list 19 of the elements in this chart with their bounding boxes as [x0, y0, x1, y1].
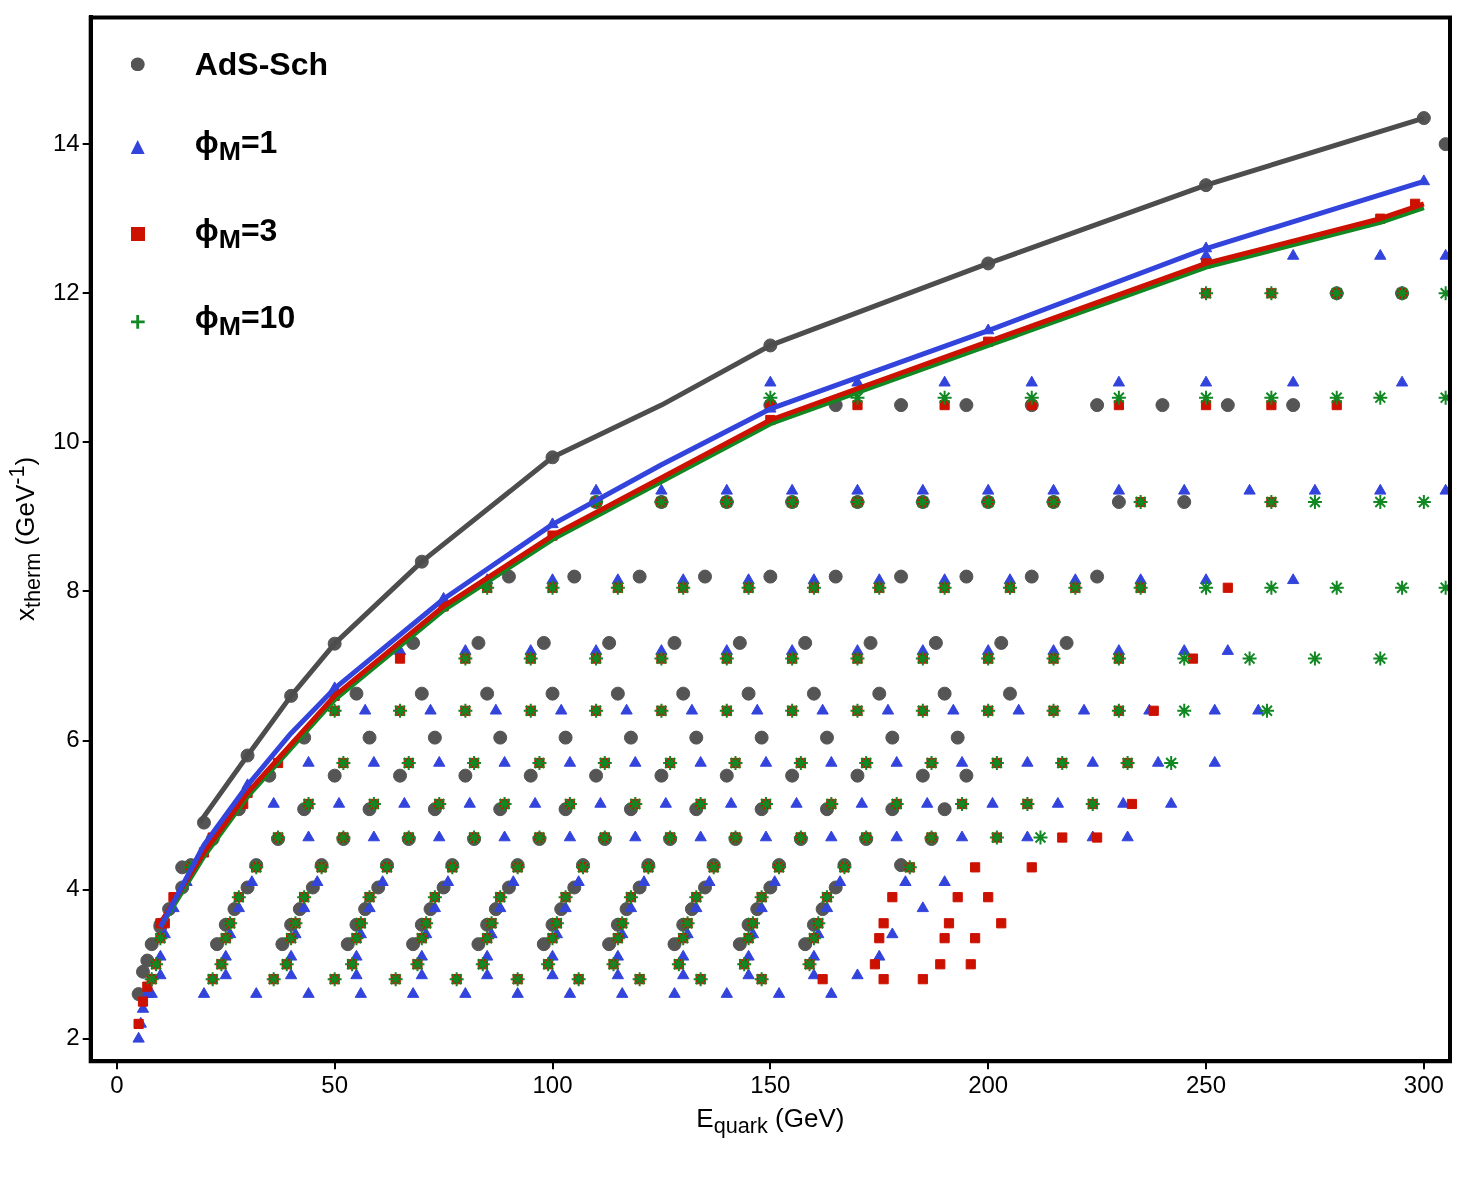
- legend-label: ϕ$_{M}$=3: [194, 210, 278, 257]
- x-axis-title: E$_{quark}$ (GeV): [696, 1103, 845, 1140]
- x-tick-label: 200: [968, 1071, 1009, 1099]
- x-tick-label: 100: [532, 1071, 573, 1099]
- y-tick-label: 10: [52, 427, 80, 454]
- legend-label: AdS-Sch: [194, 45, 329, 85]
- x-tick-label: 300: [1403, 1071, 1444, 1099]
- x-tick-label: 250: [1186, 1071, 1227, 1099]
- legend-label: ϕ$_{M}$=1: [194, 123, 278, 169]
- legend-label: ϕ$_{M}$=10: [194, 298, 296, 344]
- x-tick-label: 150: [750, 1071, 791, 1099]
- x-tick-label: 50: [321, 1071, 349, 1099]
- y-tick-label: 14: [52, 128, 80, 156]
- y-tick-label: 2: [66, 1023, 80, 1051]
- x-tick-label: 0: [110, 1071, 124, 1099]
- y-tick-label: 12: [52, 277, 80, 305]
- y-tick-label: 4: [66, 874, 80, 902]
- y-tick-label: 8: [66, 576, 80, 604]
- y-tick-label: 6: [66, 725, 80, 753]
